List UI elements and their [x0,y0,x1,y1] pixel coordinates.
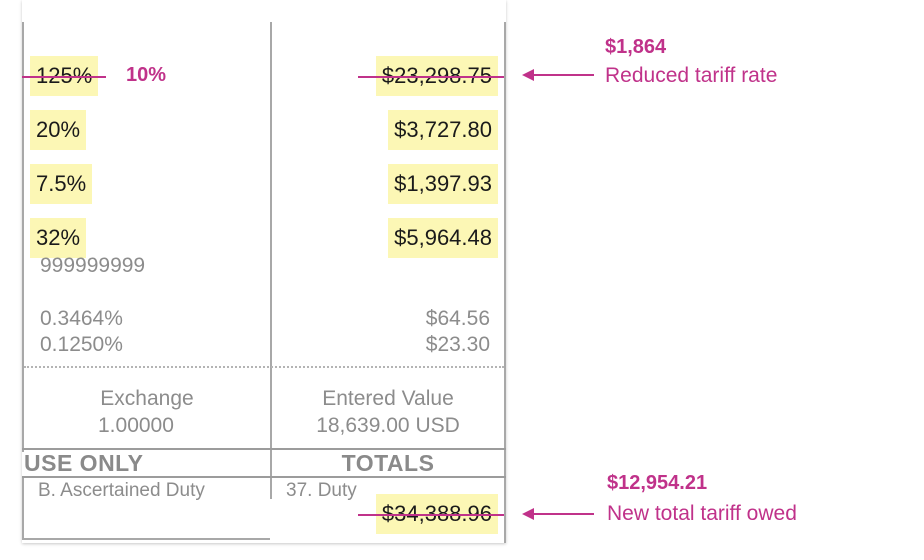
dotted-divider [24,366,504,368]
customs-entry-form: 125% 20% 7.5% 32% $23,298.75 $3,727.80 $… [21,0,506,543]
rate-value: 7.5% [30,164,93,204]
total-struck: $34,388.96 [357,494,505,534]
rate-value: 20% [30,110,87,150]
section-heading-totals: TOTALS [341,450,435,476]
amount-value: $1,397.93 [388,164,498,204]
bottom-border [22,538,270,540]
exchange-value: 1.00000 [98,414,174,437]
fee-rate: 0.3464% [40,307,123,330]
entered-value-label: Entered Value [322,387,454,410]
column-divider [270,22,272,477]
reduced-amount-annotation: $1,864 [605,36,667,58]
reduced-label-annotation: Reduced tariff rate [605,64,778,87]
section-rule-top [22,448,506,450]
rate-struck: 125% [21,56,107,96]
amount-value: $5,964.48 [388,218,498,258]
section-heading-use-only: USE ONLY [24,450,144,476]
total-amount-annotation: $12,954.21 [607,472,708,494]
section-rule-bottom [22,476,506,478]
fee-rate: 0.1250% [40,333,123,356]
right-border [504,22,506,543]
amount-struck: $23,298.75 [357,56,505,96]
fee-amount: $23.30 [425,333,490,356]
arrow-reduced [522,69,594,81]
ascertained-duty-label: B. Ascertained Duty [38,480,205,501]
amount-value: $3,727.80 [388,110,498,150]
rate-value: 32% [30,218,87,258]
left-border-lower [22,478,24,538]
tariff-code: 999999999 [40,254,146,277]
left-border [22,22,24,452]
fee-amount: $64.56 [425,307,490,330]
exchange-label: Exchange [100,387,194,410]
new-rate-annotation: 10% [126,64,167,86]
arrow-total [522,508,594,520]
duty-label: 37. Duty [286,480,357,501]
column-divider-lower [270,477,272,499]
entered-value: 18,639.00 USD [316,414,460,437]
total-label-annotation: New total tariff owed [607,502,797,525]
